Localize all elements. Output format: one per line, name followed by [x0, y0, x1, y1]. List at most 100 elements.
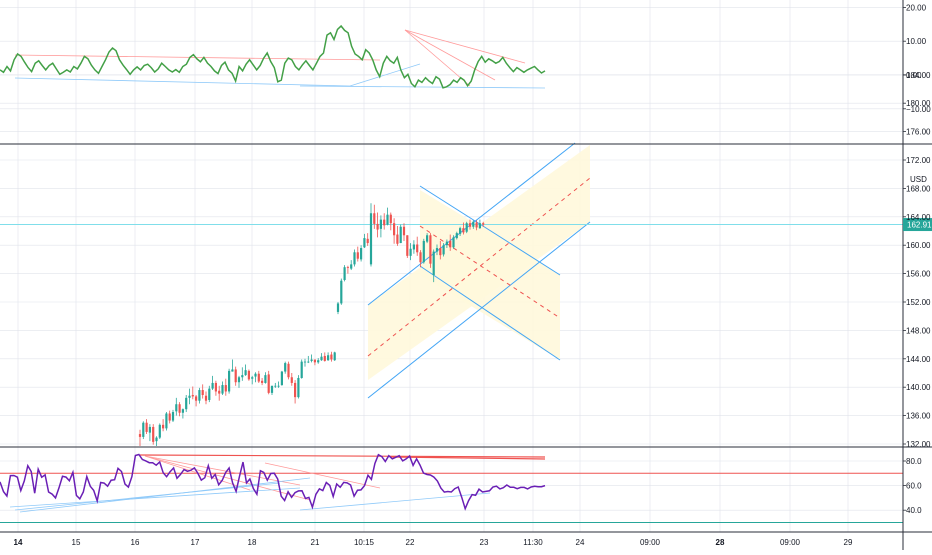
candle-body	[376, 223, 379, 230]
candle-body	[333, 352, 336, 361]
price-tick-label: 148.00	[906, 326, 931, 335]
candle	[178, 402, 181, 417]
candle-body	[237, 377, 241, 383]
candle	[323, 352, 326, 362]
candle	[221, 381, 224, 396]
candle-body	[198, 390, 201, 401]
candle	[162, 419, 165, 432]
candle-body	[472, 221, 475, 227]
candle	[327, 352, 330, 361]
candle	[148, 424, 151, 442]
candle-body	[317, 360, 320, 363]
oscillator-trendline	[14, 77, 351, 87]
candle-body	[280, 371, 283, 386]
candle-body	[393, 223, 396, 236]
rsi-tick-label: 40.0	[906, 506, 922, 515]
candle	[353, 249, 356, 267]
candle	[307, 355, 310, 364]
candle	[439, 240, 442, 260]
candle-body	[277, 385, 280, 387]
candle-body	[231, 369, 234, 372]
candle-body	[254, 373, 257, 377]
candle-body	[462, 228, 465, 233]
candle	[171, 409, 175, 422]
candle	[270, 385, 274, 396]
candle-body	[287, 363, 290, 378]
candle	[452, 235, 455, 249]
candle-body	[214, 382, 217, 392]
candle	[330, 351, 333, 362]
candle	[142, 421, 145, 440]
candle-body	[221, 385, 224, 394]
candle	[211, 375, 214, 391]
candle-body	[435, 248, 439, 252]
candle-body	[294, 382, 297, 398]
candle-body	[267, 374, 270, 393]
oscillator-trendline	[404, 29, 471, 87]
candle	[185, 395, 188, 413]
candle-body	[320, 356, 323, 361]
price-tick-label: 172.00	[906, 156, 931, 165]
price-pane[interactable]	[0, 142, 903, 446]
candle-body	[257, 373, 260, 382]
candle-body	[389, 214, 392, 224]
candle-body	[191, 395, 194, 397]
candle	[416, 236, 419, 256]
candle	[402, 223, 406, 241]
candle	[218, 385, 221, 401]
candle-body	[363, 238, 366, 248]
candle-body	[142, 422, 145, 437]
candle	[214, 380, 217, 396]
candle	[251, 375, 254, 385]
candle	[396, 226, 399, 246]
candle-body	[459, 228, 462, 234]
time-label: 14	[14, 538, 23, 547]
rsi-trendline	[299, 492, 491, 511]
price-scale[interactable]: USD 162.91 20.00 10.00 0.00 −10.00 184.00 180…	[902, 0, 932, 550]
rsi-pane[interactable]	[0, 453, 903, 523]
candle	[350, 260, 353, 271]
candle-body	[360, 248, 363, 260]
candle-body	[175, 404, 178, 412]
price-tick-label: 132.00	[906, 440, 931, 449]
candle-body	[168, 413, 171, 421]
candle-body	[211, 382, 214, 389]
channel-mid-line	[419, 225, 561, 319]
candle	[455, 231, 458, 240]
candle-body	[452, 237, 455, 248]
candle-body	[274, 385, 277, 387]
channel-lower-line	[419, 265, 561, 361]
candle-body	[313, 359, 316, 363]
oscillator-tick-label: −10.00	[906, 105, 931, 114]
candle	[363, 233, 366, 249]
price-tick-label: 156.00	[906, 270, 931, 279]
candle-body	[247, 370, 250, 380]
oscillator-trendline	[404, 29, 496, 81]
candle	[261, 377, 264, 386]
candle-body	[323, 355, 326, 361]
candle-body	[412, 244, 415, 250]
channel-lower-line	[367, 221, 591, 399]
candle-body	[482, 223, 485, 225]
candle-body	[445, 241, 448, 246]
time-axis[interactable]: 14 15 16 17 18 21 10:15 22 23 11:30 24 09:00 28 09:00…	[14, 538, 853, 547]
candle	[465, 221, 468, 234]
time-label: 18	[248, 538, 257, 547]
candle-body	[138, 434, 142, 437]
oscillator-pane[interactable]	[0, 24, 546, 89]
time-label: 28	[716, 538, 725, 547]
candle-body	[449, 240, 452, 248]
candle	[468, 219, 472, 230]
candle-body	[432, 251, 435, 276]
candle	[449, 234, 452, 251]
candle-body	[353, 252, 356, 265]
candle-body	[340, 280, 343, 304]
oscillator-tick-label: 0.00	[906, 71, 922, 80]
candle	[204, 391, 208, 405]
candle-body	[465, 223, 468, 232]
price-tick-label: 136.00	[906, 412, 931, 421]
candle	[234, 366, 237, 386]
candle	[274, 382, 277, 388]
